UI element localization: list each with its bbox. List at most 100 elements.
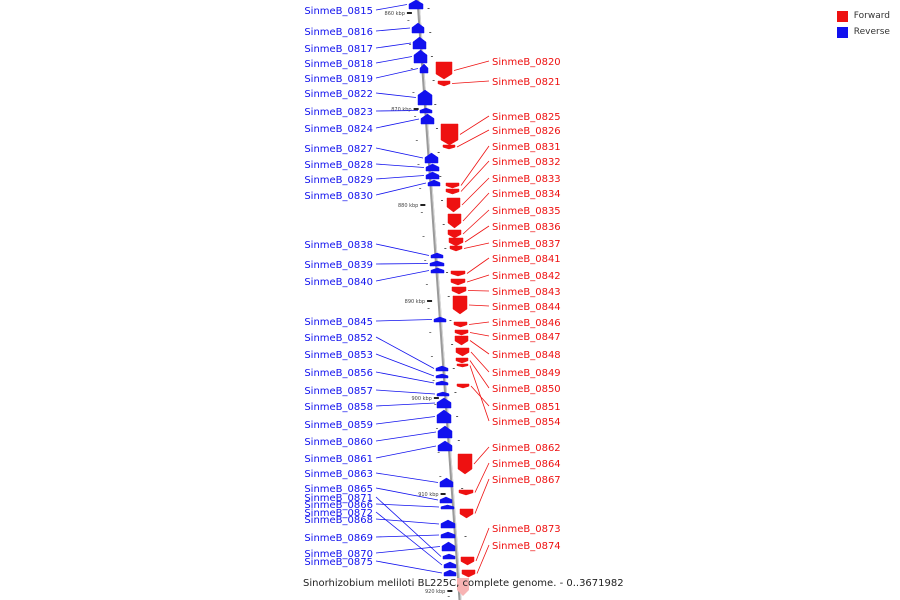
gene-glyph-sinmeb_0820[interactable] bbox=[435, 61, 453, 80]
gene-label-sinmeb_0820[interactable]: SinmeB_0820 bbox=[492, 57, 561, 68]
gene-label-sinmeb_0844[interactable]: SinmeB_0844 bbox=[492, 302, 561, 313]
gene-glyph-sinmeb_0851[interactable] bbox=[456, 383, 470, 389]
gene-glyph-sinmeb_0867[interactable] bbox=[459, 508, 474, 519]
gene-label-sinmeb_0821[interactable]: SinmeB_0821 bbox=[492, 77, 561, 88]
gene-glyph-sinmeb_0847[interactable] bbox=[454, 329, 469, 336]
gene-glyph-sinmeb_0860[interactable] bbox=[437, 425, 453, 439]
gene-label-sinmeb_0857[interactable]: SinmeB_0857 bbox=[304, 386, 373, 397]
gene-label-sinmeb_0835[interactable]: SinmeB_0835 bbox=[492, 206, 561, 217]
gene-label-sinmeb_0825[interactable]: SinmeB_0825 bbox=[492, 112, 561, 123]
gene-label-sinmeb_0872[interactable]: SinmeB_0872 bbox=[304, 508, 373, 519]
gene-glyph-sinmeb_0834[interactable] bbox=[447, 213, 462, 229]
gene-glyph-sinmeb_0866[interactable] bbox=[440, 504, 455, 510]
gene-label-sinmeb_0828[interactable]: SinmeB_0828 bbox=[304, 160, 373, 171]
gene-glyph-sinmeb_0864[interactable] bbox=[458, 489, 474, 496]
gene-glyph-sinmeb_0841[interactable] bbox=[450, 270, 466, 277]
gene-label-sinmeb_0871[interactable]: SinmeB_0871 bbox=[304, 493, 373, 504]
gene-label-sinmeb_0846[interactable]: SinmeB_0846 bbox=[492, 318, 561, 329]
gene-glyph-sinmeb_0861[interactable] bbox=[437, 440, 453, 452]
gene-glyph-sinmeb_0869[interactable] bbox=[440, 531, 456, 539]
gene-label-sinmeb_0818[interactable]: SinmeB_0818 bbox=[304, 59, 373, 70]
gene-label-sinmeb_0869[interactable]: SinmeB_0869 bbox=[304, 533, 373, 544]
gene-label-sinmeb_0843[interactable]: SinmeB_0843 bbox=[492, 287, 561, 298]
gene-glyph-sinmeb_0842[interactable] bbox=[450, 278, 466, 286]
gene-glyph-sinmeb_0850[interactable] bbox=[455, 357, 469, 364]
gene-glyph-sinmeb_0844[interactable] bbox=[452, 295, 468, 315]
gene-glyph-sinmeb_0846[interactable] bbox=[453, 321, 468, 328]
gene-glyph-sinmeb_0819[interactable] bbox=[419, 63, 429, 74]
gene-label-sinmeb_0840[interactable]: SinmeB_0840 bbox=[304, 277, 373, 288]
gene-label-sinmeb_0865[interactable]: SinmeB_0865 bbox=[304, 484, 373, 495]
gene-glyph-sinmeb_0849[interactable] bbox=[455, 347, 470, 357]
gene-label-sinmeb_0861[interactable]: SinmeB_0861 bbox=[304, 454, 373, 465]
gene-label-sinmeb_0838[interactable]: SinmeB_0838 bbox=[304, 240, 373, 251]
gene-label-sinmeb_0856[interactable]: SinmeB_0856 bbox=[304, 368, 373, 379]
gene-glyph-sinmeb_0831[interactable] bbox=[445, 182, 460, 189]
gene-glyph-sinmeb_0856[interactable] bbox=[435, 380, 449, 386]
gene-glyph-sinmeb_0857[interactable] bbox=[436, 391, 450, 397]
gene-glyph-sinmeb_0858[interactable] bbox=[436, 397, 452, 409]
gene-glyph-sinmeb_0862[interactable] bbox=[457, 453, 473, 475]
gene-glyph-sinmeb_0838[interactable] bbox=[430, 252, 444, 259]
gene-label-sinmeb_0858[interactable]: SinmeB_0858 bbox=[304, 402, 373, 413]
gene-glyph-sinmeb_0828[interactable] bbox=[425, 163, 440, 172]
gene-glyph-sinmeb_0845[interactable] bbox=[433, 316, 447, 323]
gene-glyph-sinmeb_0818[interactable] bbox=[413, 49, 428, 64]
gene-glyph-sinmeb_0859[interactable] bbox=[436, 409, 452, 424]
gene-label-sinmeb_0827[interactable]: SinmeB_0827 bbox=[304, 144, 373, 155]
gene-glyph-sinmeb_0821[interactable] bbox=[437, 80, 451, 87]
gene-glyph-sinmeb_0872[interactable] bbox=[443, 561, 457, 569]
gene-glyph-sinmeb_0822[interactable] bbox=[417, 89, 433, 106]
gene-label-sinmeb_0848[interactable]: SinmeB_0848 bbox=[492, 350, 561, 361]
gene-glyph-sinmeb_0824[interactable] bbox=[420, 113, 435, 125]
gene-glyph-sinmeb_0871[interactable] bbox=[442, 553, 456, 560]
gene-label-sinmeb_0819[interactable]: SinmeB_0819 bbox=[304, 74, 373, 85]
gene-glyph-sinmeb_0829[interactable] bbox=[425, 171, 440, 180]
gene-label-sinmeb_0851[interactable]: SinmeB_0851 bbox=[492, 402, 561, 413]
gene-glyph-sinmeb_0837[interactable] bbox=[449, 245, 463, 252]
gene-label-sinmeb_0868[interactable]: SinmeB_0868 bbox=[304, 515, 373, 526]
gene-label-sinmeb_0824[interactable]: SinmeB_0824 bbox=[304, 124, 373, 135]
gene-label-sinmeb_0859[interactable]: SinmeB_0859 bbox=[304, 420, 373, 431]
gene-label-sinmeb_0870[interactable]: SinmeB_0870 bbox=[304, 549, 373, 560]
gene-glyph-sinmeb_0843[interactable] bbox=[451, 286, 467, 295]
gene-label-sinmeb_0850[interactable]: SinmeB_0850 bbox=[492, 384, 561, 395]
gene-label-sinmeb_0875[interactable]: SinmeB_0875 bbox=[304, 557, 373, 568]
gene-label-sinmeb_0847[interactable]: SinmeB_0847 bbox=[492, 332, 561, 343]
gene-label-sinmeb_0845[interactable]: SinmeB_0845 bbox=[304, 317, 373, 328]
gene-glyph-sinmeb_0868[interactable] bbox=[440, 519, 456, 529]
gene-label-sinmeb_0836[interactable]: SinmeB_0836 bbox=[492, 222, 561, 233]
gene-glyph-sinmeb_0874[interactable] bbox=[461, 569, 476, 578]
gene-glyph-sinmeb_0863[interactable] bbox=[439, 477, 454, 488]
gene-glyph-sinmeb_0870[interactable] bbox=[441, 541, 456, 552]
gene-label-sinmeb_0829[interactable]: SinmeB_0829 bbox=[304, 175, 373, 186]
gene-label-sinmeb_0841[interactable]: SinmeB_0841 bbox=[492, 254, 561, 265]
gene-label-sinmeb_0816[interactable]: SinmeB_0816 bbox=[304, 27, 373, 38]
gene-label-sinmeb_0830[interactable]: SinmeB_0830 bbox=[304, 191, 373, 202]
gene-glyph-sinmeb_0827[interactable] bbox=[424, 152, 439, 164]
gene-glyph-sinmeb_0848[interactable] bbox=[454, 335, 469, 346]
gene-glyph-sinmeb_0840[interactable] bbox=[430, 267, 445, 274]
gene-glyph-sinmeb_0816[interactable] bbox=[411, 22, 425, 34]
gene-glyph-sinmeb_0823[interactable] bbox=[419, 107, 433, 114]
gene-label-sinmeb_0839[interactable]: SinmeB_0839 bbox=[304, 260, 373, 271]
gene-label-sinmeb_0834[interactable]: SinmeB_0834 bbox=[492, 189, 561, 200]
gene-glyph-sinmeb_0839[interactable] bbox=[429, 260, 445, 267]
gene-glyph-sinmeb_0817[interactable] bbox=[412, 36, 427, 50]
gene-label-sinmeb_0867[interactable]: SinmeB_0867 bbox=[492, 475, 561, 486]
gene-glyph-sinmeb_0826[interactable] bbox=[442, 144, 456, 150]
gene-glyph-sinmeb_0832[interactable] bbox=[445, 188, 460, 195]
gene-glyph-sinmeb_0815[interactable] bbox=[408, 0, 424, 10]
gene-label-sinmeb_0815[interactable]: SinmeB_0815 bbox=[304, 6, 373, 17]
gene-glyph-sinmeb_0853[interactable] bbox=[435, 373, 449, 379]
gene-glyph-sinmeb_0852[interactable] bbox=[435, 365, 449, 372]
gene-label-sinmeb_0866[interactable]: SinmeB_0866 bbox=[304, 500, 373, 511]
gene-label-sinmeb_0873[interactable]: SinmeB_0873 bbox=[492, 524, 561, 535]
gene-glyph-sinmeb_0875[interactable] bbox=[443, 569, 457, 577]
gene-glyph-sinmeb_0836[interactable] bbox=[448, 237, 464, 247]
gene-label-sinmeb_0862[interactable]: SinmeB_0862 bbox=[492, 443, 561, 454]
gene-glyph-sinmeb_0873[interactable] bbox=[460, 556, 475, 566]
gene-label-sinmeb_0822[interactable]: SinmeB_0822 bbox=[304, 89, 373, 100]
gene-label-sinmeb_0833[interactable]: SinmeB_0833 bbox=[492, 174, 561, 185]
gene-label-sinmeb_0837[interactable]: SinmeB_0837 bbox=[492, 239, 561, 250]
